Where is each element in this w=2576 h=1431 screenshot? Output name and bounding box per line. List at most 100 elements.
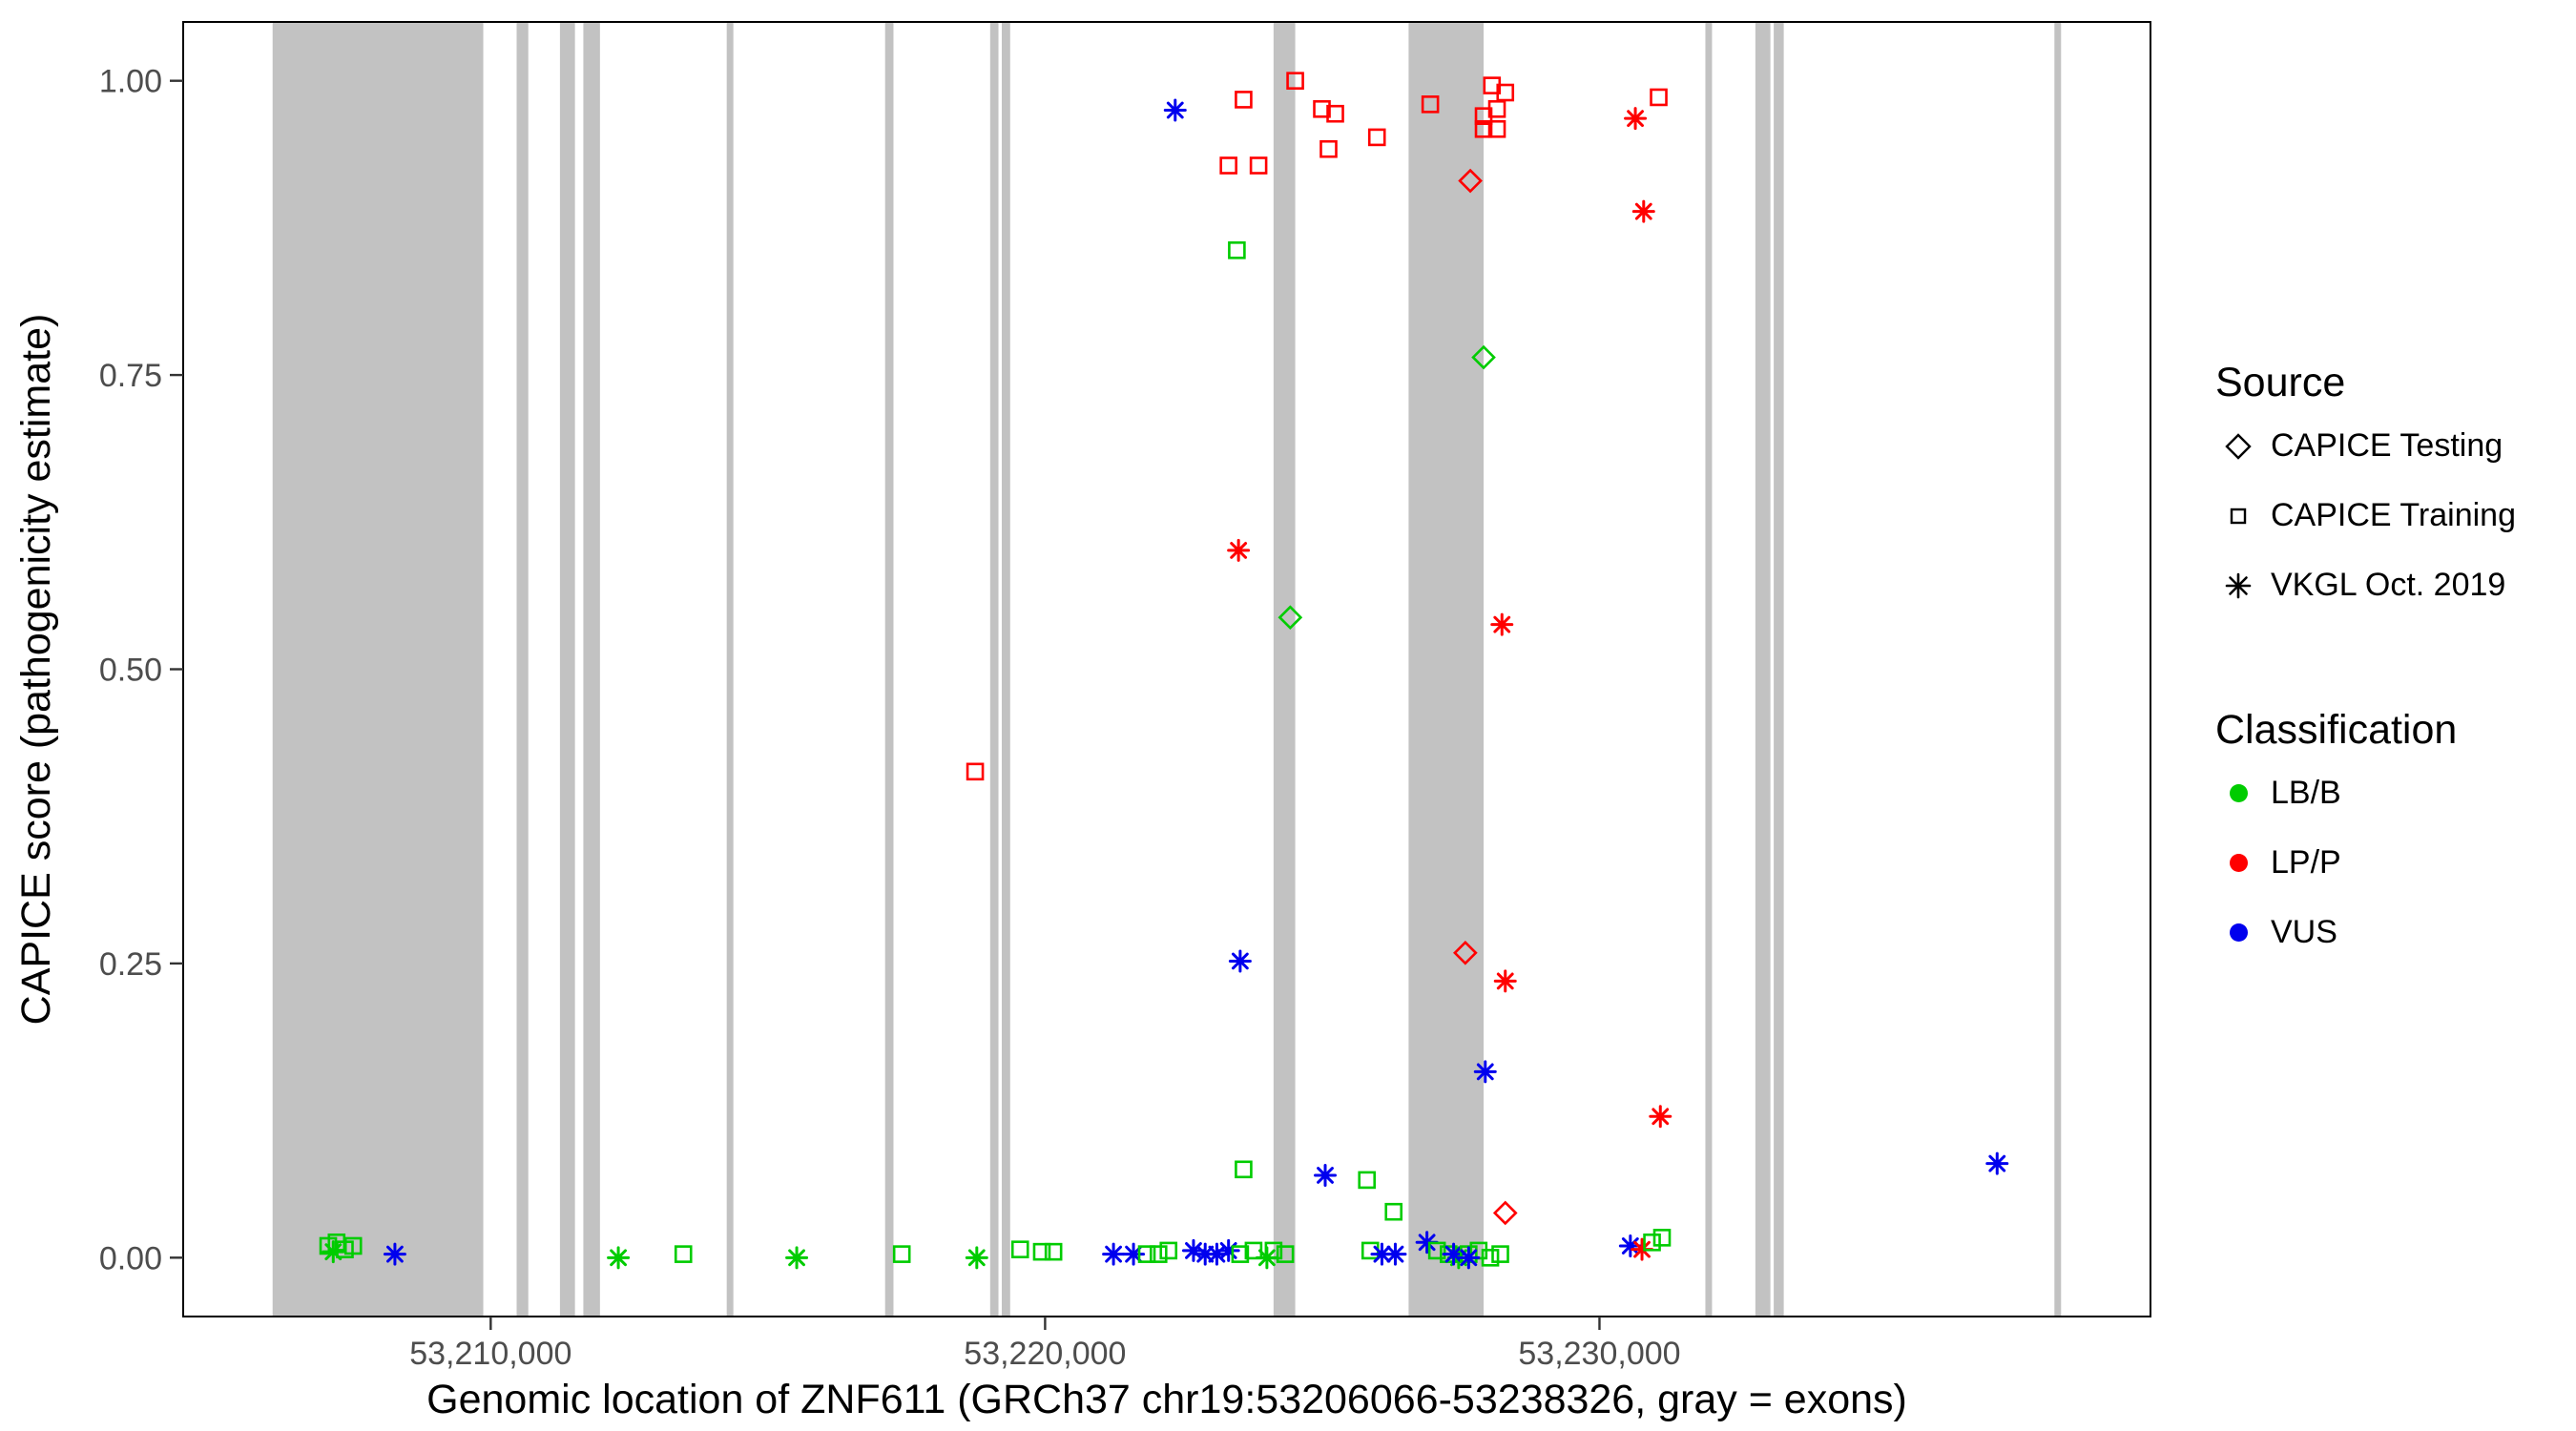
data-point bbox=[1235, 1160, 1253, 1179]
exon-band bbox=[884, 22, 894, 1317]
data-point bbox=[1383, 1242, 1407, 1266]
y-tick-label: 0.00 bbox=[99, 1240, 162, 1276]
data-point bbox=[1122, 1242, 1146, 1266]
data-point bbox=[1650, 88, 1668, 107]
y-tick-label: 0.25 bbox=[99, 946, 162, 983]
exon-band bbox=[2054, 22, 2062, 1317]
data-point bbox=[965, 1246, 988, 1270]
data-point bbox=[1415, 1231, 1439, 1255]
exon-band bbox=[1408, 22, 1485, 1317]
data-point bbox=[1314, 1163, 1338, 1187]
data-point bbox=[343, 1236, 363, 1255]
data-point bbox=[1216, 1238, 1240, 1262]
data-point bbox=[1492, 1200, 1518, 1226]
x-tick-label: 53,230,000 bbox=[1518, 1336, 1680, 1372]
x-tick-label: 53,210,000 bbox=[409, 1336, 571, 1372]
data-point bbox=[1487, 99, 1506, 118]
data-point bbox=[1985, 1151, 2009, 1175]
exon-band bbox=[1273, 22, 1296, 1317]
data-point bbox=[1231, 1245, 1250, 1263]
data-point bbox=[1427, 1241, 1446, 1260]
data-point bbox=[1137, 1245, 1156, 1263]
data-point bbox=[1249, 156, 1268, 175]
legend-label: VKGL Oct. 2019 bbox=[2271, 567, 2506, 603]
y-tick-label: 1.00 bbox=[99, 64, 162, 100]
data-point bbox=[1149, 1245, 1168, 1263]
data-point bbox=[1421, 95, 1440, 114]
data-point bbox=[1367, 128, 1386, 147]
exon-band bbox=[516, 22, 529, 1317]
data-point bbox=[1491, 1245, 1509, 1263]
data-point bbox=[674, 1245, 693, 1263]
x-tick-label: 53,220,000 bbox=[964, 1336, 1126, 1372]
data-point bbox=[1457, 1246, 1481, 1270]
data-point bbox=[1442, 1242, 1465, 1266]
data-point bbox=[1102, 1242, 1126, 1266]
legend-item-capice-testing: CAPICE Testing bbox=[2215, 411, 2516, 481]
data-point bbox=[1631, 1237, 1654, 1261]
data-point bbox=[322, 1240, 345, 1264]
legend-item-lpp: LP/P bbox=[2215, 828, 2516, 898]
data-point bbox=[1453, 940, 1478, 965]
data-point bbox=[1624, 107, 1648, 131]
data-point bbox=[1490, 612, 1514, 636]
data-point bbox=[1649, 1105, 1672, 1129]
data-point bbox=[1643, 1233, 1661, 1252]
legend-label: LB/B bbox=[2271, 775, 2341, 811]
data-point bbox=[1370, 1242, 1394, 1266]
legend: Source CAPICE Testing CAPICE Training VK… bbox=[2215, 354, 2516, 967]
data-point bbox=[1326, 104, 1344, 123]
data-point bbox=[1618, 1234, 1642, 1257]
data-point bbox=[1473, 1060, 1497, 1084]
exon-band bbox=[559, 22, 575, 1317]
x-axis-title: Genomic location of ZNF611 (GRCh37 chr19… bbox=[426, 1377, 1907, 1422]
data-point bbox=[1044, 1242, 1063, 1261]
exon-band bbox=[272, 22, 484, 1317]
exon-band bbox=[583, 22, 600, 1317]
data-point bbox=[1010, 1240, 1029, 1258]
y-tick-label: 0.75 bbox=[99, 358, 162, 394]
data-point bbox=[1313, 99, 1331, 118]
data-point bbox=[1487, 119, 1506, 138]
data-point bbox=[1631, 199, 1655, 223]
legend-item-vkgl: VKGL Oct. 2019 bbox=[2215, 550, 2516, 620]
data-point bbox=[1264, 1241, 1283, 1260]
legend-label: LP/P bbox=[2271, 844, 2341, 881]
legend-spacer bbox=[2215, 620, 2516, 701]
data-point bbox=[1228, 241, 1246, 259]
data-point bbox=[1276, 1245, 1295, 1263]
square-icon bbox=[2215, 495, 2261, 537]
data-point bbox=[1159, 1241, 1178, 1260]
data-point bbox=[1163, 98, 1187, 122]
legend-label: CAPICE Training bbox=[2271, 497, 2516, 533]
data-point bbox=[1228, 949, 1252, 973]
exon-band bbox=[989, 22, 999, 1317]
asterisk-icon bbox=[2215, 565, 2261, 607]
data-point bbox=[1474, 119, 1493, 138]
data-point bbox=[1319, 139, 1338, 158]
data-point bbox=[966, 762, 985, 781]
data-point bbox=[1194, 1242, 1217, 1266]
data-point bbox=[607, 1246, 631, 1270]
data-point bbox=[1652, 1229, 1672, 1247]
diamond-icon bbox=[2215, 425, 2261, 467]
legend-label: VUS bbox=[2271, 914, 2337, 950]
data-point bbox=[1481, 1249, 1500, 1267]
data-point bbox=[1032, 1242, 1051, 1261]
legend-item-capice-training: CAPICE Training bbox=[2215, 481, 2516, 550]
data-point bbox=[1205, 1242, 1229, 1266]
data-point bbox=[1361, 1241, 1380, 1260]
data-point bbox=[1493, 969, 1517, 993]
data-point bbox=[892, 1245, 911, 1263]
legend-classification-title: Classification bbox=[2215, 706, 2458, 753]
data-point bbox=[1181, 1238, 1205, 1262]
data-point bbox=[383, 1242, 406, 1266]
exon-band bbox=[1774, 22, 1784, 1317]
exon-band bbox=[1705, 22, 1713, 1317]
exon-band bbox=[1002, 22, 1010, 1317]
legend-source-title: Source bbox=[2215, 359, 2346, 405]
data-point bbox=[1286, 72, 1304, 90]
legend-item-lbb: LB/B bbox=[2215, 758, 2516, 828]
